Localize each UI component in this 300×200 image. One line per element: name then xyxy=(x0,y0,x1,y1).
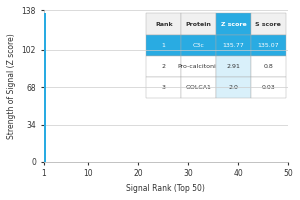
Y-axis label: Strength of Signal (Z score): Strength of Signal (Z score) xyxy=(7,33,16,139)
Bar xyxy=(41,13,46,162)
X-axis label: Signal Rank (Top 50): Signal Rank (Top 50) xyxy=(126,184,205,193)
